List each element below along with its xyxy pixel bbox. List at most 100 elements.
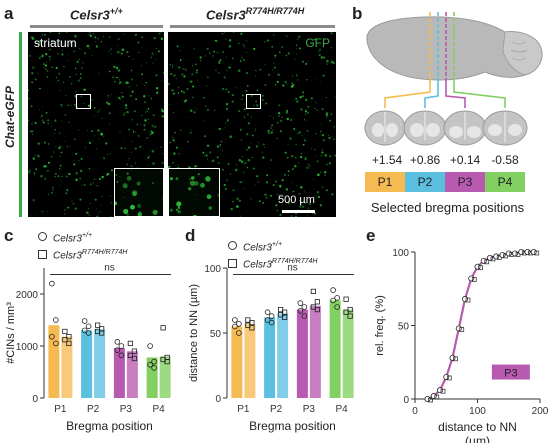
data-point-mut	[164, 359, 170, 365]
gfp-cell	[300, 206, 302, 208]
gfp-cell	[223, 183, 226, 187]
gfp-cell	[96, 214, 98, 216]
gfp-cell	[54, 173, 57, 175]
gfp-cell	[215, 69, 217, 72]
gfp-cell	[321, 148, 324, 151]
gfp-cell	[53, 151, 55, 153]
gfp-cell	[308, 61, 309, 63]
cdf-point-wt	[430, 393, 437, 400]
gfp-cell	[122, 183, 128, 189]
gfp-cell	[287, 170, 290, 173]
gfp-cell	[320, 123, 322, 125]
gfp-cell	[48, 55, 51, 58]
gfp-cell	[89, 183, 92, 186]
gfp-cell	[66, 188, 69, 192]
gfp-cell	[60, 180, 62, 182]
gfp-cell	[319, 171, 322, 174]
gfp-cell	[143, 128, 146, 131]
genotype-mut-sup: R774H/R774H	[245, 6, 305, 16]
gfp-cell	[176, 78, 178, 80]
gfp-cell	[325, 97, 327, 99]
gfp-cell	[74, 67, 77, 69]
gfp-cell	[143, 95, 146, 98]
gfp-cell	[298, 206, 301, 208]
gfp-cell	[97, 37, 99, 40]
gfp-cell	[188, 187, 192, 191]
gfp-cell	[41, 55, 44, 58]
gfp-cell	[203, 97, 205, 99]
data-point-wt	[85, 323, 92, 330]
gfp-cell	[58, 185, 60, 187]
gfp-cell	[155, 91, 159, 95]
gfp-cell	[152, 127, 154, 129]
gfp-cell	[328, 162, 332, 165]
gfp-cell	[81, 185, 83, 187]
p3-label: P3	[504, 368, 517, 380]
y-tick-label: 0	[215, 394, 221, 405]
gfp-cell	[215, 40, 218, 42]
gfp-cell	[92, 182, 95, 184]
gfp-cell	[62, 49, 64, 51]
gfp-cell	[298, 193, 300, 195]
gfp-cell	[57, 175, 60, 178]
gfp-cell	[51, 192, 53, 194]
gfp-cell	[195, 193, 197, 195]
gfp-cell	[331, 136, 333, 138]
bar-mut	[126, 351, 138, 398]
gfp-cell	[326, 59, 329, 63]
gfp-cell	[39, 108, 40, 110]
gfp-cell	[313, 212, 317, 215]
gfp-cell	[124, 104, 128, 107]
gfp-cell	[219, 144, 222, 146]
gfp-cell	[192, 96, 194, 99]
gfp-cell	[195, 165, 198, 168]
gfp-cell	[89, 47, 91, 50]
data-point-wt	[81, 327, 88, 334]
bar-wt	[231, 326, 243, 398]
gfp-cell	[87, 104, 91, 107]
gfp-cell	[321, 151, 324, 154]
gfp-cell	[126, 163, 129, 166]
data-point-wt	[49, 280, 55, 287]
gfp-cell	[266, 174, 269, 177]
gfp-cell	[38, 41, 41, 45]
gfp-cell	[247, 158, 251, 162]
gfp-cell	[110, 48, 112, 50]
gfp-cell	[245, 72, 248, 75]
gfp-cell	[315, 132, 317, 135]
cdf-point-wt	[462, 296, 469, 303]
gfp-cell	[90, 191, 92, 193]
gfp-cell	[36, 214, 38, 216]
gfp-cell	[77, 129, 80, 131]
gfp-cell	[61, 120, 63, 122]
gfp-cell	[281, 179, 284, 182]
gfp-cell	[308, 163, 310, 166]
gfp-cell	[160, 108, 164, 111]
gfp-cell	[172, 161, 174, 164]
bar-wt	[81, 330, 93, 398]
gfp-cell	[69, 76, 71, 78]
gfp-cell	[110, 202, 112, 204]
gfp-cell	[184, 99, 188, 102]
gfp-cell	[207, 158, 209, 160]
gfp-cell	[291, 75, 294, 77]
gfp-cell	[161, 115, 164, 118]
gfp-cell	[51, 125, 53, 128]
legend-d: Celsr3+/+ Celsr3R774H/R774H	[228, 238, 317, 273]
bregma-value-p2: +0.86	[409, 153, 441, 167]
gfp-cell	[313, 178, 315, 181]
gfp-cell	[115, 66, 119, 70]
gfp-cell	[243, 116, 246, 118]
gfp-cell	[206, 144, 210, 147]
cdf-point-wt	[474, 263, 481, 270]
gfp-cell	[225, 179, 229, 182]
data-point-mut	[95, 328, 101, 335]
gfp-cell	[151, 52, 154, 55]
gfp-cell	[272, 34, 275, 36]
bar-mut	[94, 329, 106, 398]
gfp-cell	[262, 143, 265, 146]
gfp-cell	[77, 79, 81, 82]
gfp-cell	[49, 32, 52, 34]
gfp-cell	[28, 171, 31, 174]
gfp-cell	[211, 159, 215, 162]
